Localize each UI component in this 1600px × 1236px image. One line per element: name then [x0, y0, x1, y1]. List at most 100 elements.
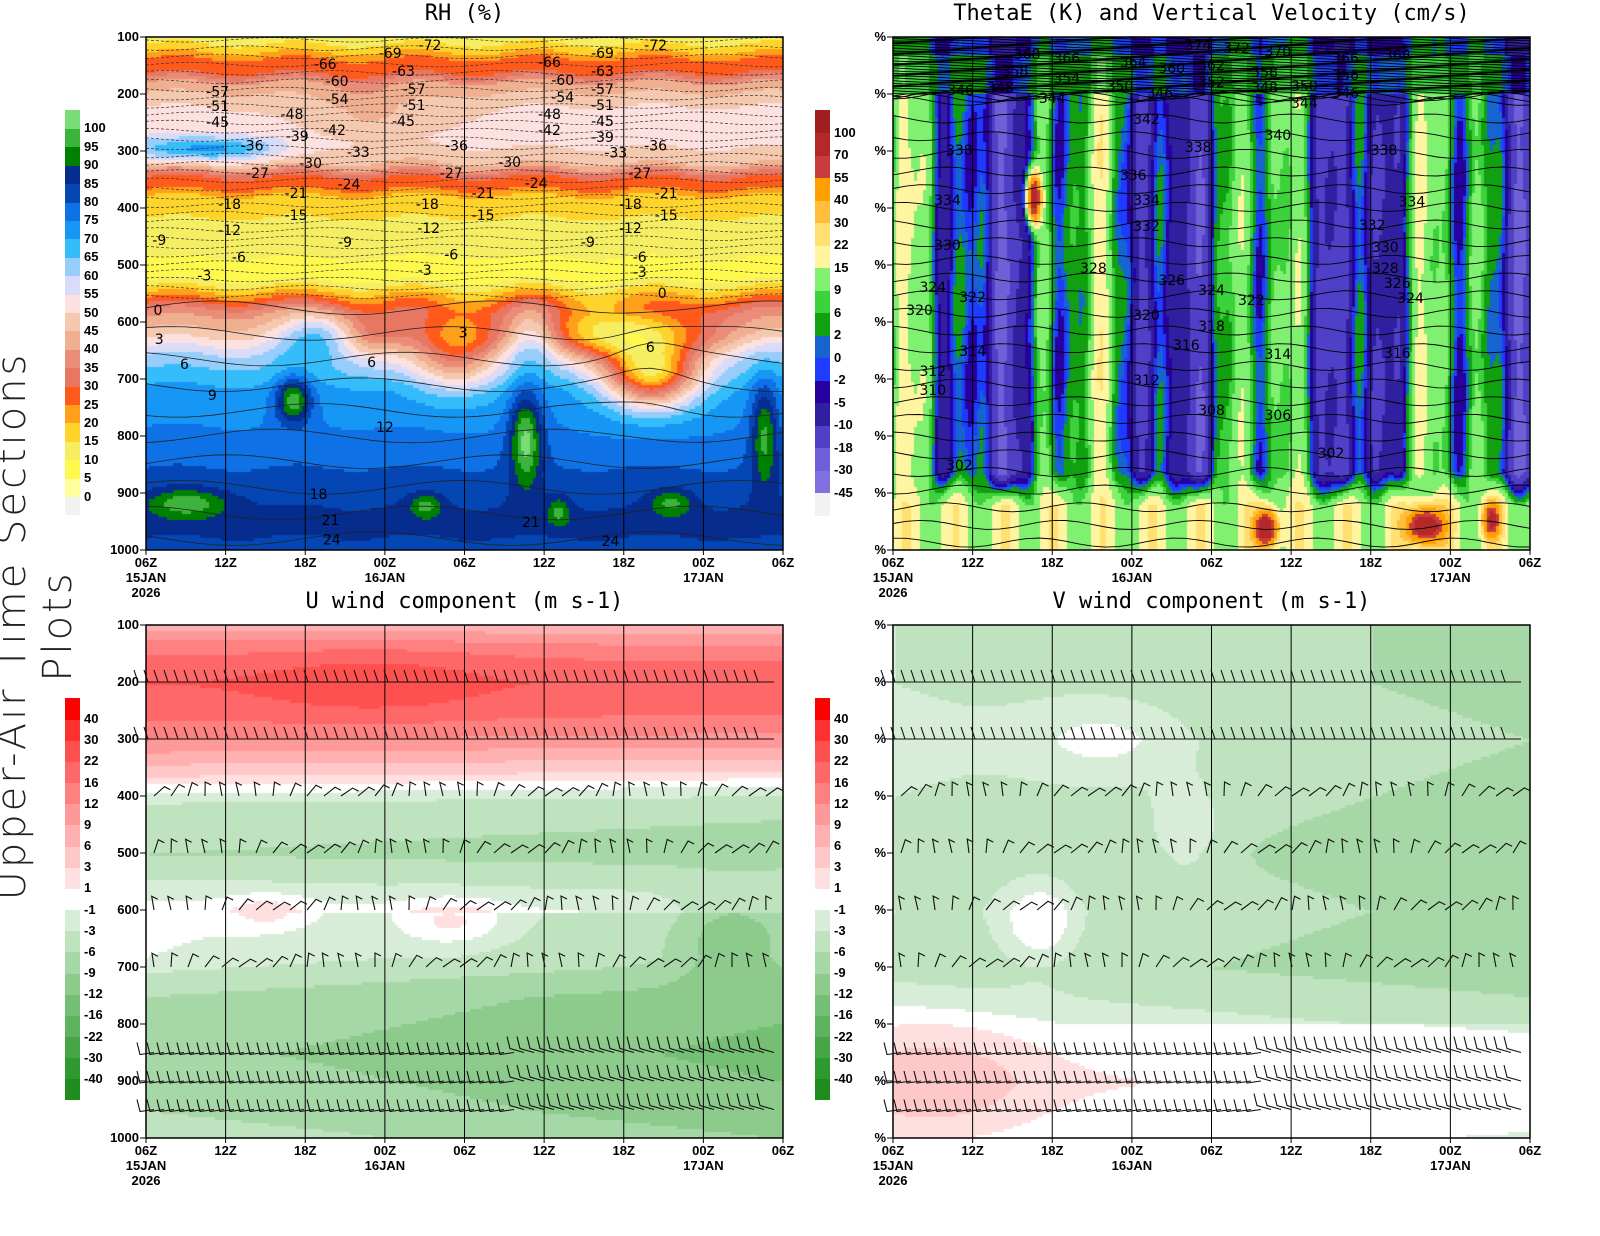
y-tick-label: % — [874, 86, 886, 101]
wind-barb — [990, 669, 1011, 683]
colorbar-label: -2 — [834, 372, 846, 387]
wind-barb — [236, 1042, 255, 1056]
wind-barb — [526, 1036, 545, 1054]
contour-label: 332 — [1133, 219, 1160, 235]
colorbar-label: 9 — [834, 282, 842, 297]
wind-barb — [143, 726, 164, 740]
wind-barb — [1073, 1099, 1092, 1113]
wind-barb — [486, 1099, 505, 1113]
y-tick-label: % — [874, 29, 886, 44]
wind-barb — [272, 901, 291, 911]
wind-barb — [586, 1093, 605, 1111]
wind-barb — [323, 896, 336, 911]
wind-barb — [1040, 726, 1061, 740]
wind-barb — [403, 726, 424, 740]
wind-barb — [934, 953, 947, 968]
contour-label: 312 — [1133, 373, 1160, 389]
wind-barb — [1120, 726, 1141, 740]
wind-barb — [1293, 1093, 1312, 1111]
wind-barb — [153, 786, 171, 797]
colorbar-box — [65, 761, 80, 784]
wind-barb — [1339, 895, 1347, 911]
wind-barb — [714, 952, 726, 968]
wind-barb — [623, 669, 644, 683]
wind-barb — [1390, 781, 1398, 797]
contour-label: -51 — [591, 98, 614, 114]
wind-barb — [951, 895, 960, 911]
wind-barb — [934, 781, 946, 797]
wind-barb — [943, 1070, 962, 1084]
wind-barb — [1480, 669, 1501, 683]
colorbar-box — [815, 994, 830, 1016]
wind-barb — [1083, 1070, 1102, 1084]
colorbar-box — [65, 824, 80, 847]
x-tick-label: 06Z — [453, 555, 476, 570]
contour-label: 320 — [1133, 308, 1160, 324]
contour-label: -9 — [581, 235, 595, 251]
contour-label: 316 — [1173, 338, 1200, 354]
wind-barb — [496, 1099, 515, 1113]
wind-barb — [1163, 1099, 1182, 1113]
wind-barb — [1090, 669, 1111, 683]
wind-barb — [1320, 669, 1341, 683]
y-tick-label: 300 — [117, 143, 139, 158]
wind-barb — [226, 1099, 245, 1113]
wind-barb — [1036, 782, 1049, 797]
wind-barb — [1492, 952, 1500, 968]
wind-barb — [1173, 1042, 1192, 1056]
wind-barb — [951, 781, 959, 797]
wind-barb — [1220, 669, 1241, 683]
wind-barb — [243, 669, 264, 683]
wind-barb — [1478, 785, 1496, 797]
wind-barb — [953, 1099, 972, 1113]
wind-barb — [646, 958, 665, 968]
wind-barb — [546, 1064, 565, 1082]
wind-barb — [1440, 669, 1461, 683]
wind-barb — [406, 1042, 425, 1056]
wind-barb — [374, 784, 390, 797]
wind-barb — [1063, 1042, 1082, 1056]
colorbar-box — [815, 222, 830, 246]
wind-barb — [163, 726, 184, 740]
wind-barb — [1143, 1042, 1162, 1056]
wind-barb — [493, 781, 505, 797]
wind-barb — [1273, 1064, 1292, 1082]
wind-barb — [1427, 901, 1446, 911]
x-tick-label: 18Z — [1359, 555, 1382, 570]
wind-barb — [493, 953, 507, 968]
wind-barb — [1070, 669, 1091, 683]
y-tick-label: 900 — [117, 485, 139, 500]
colorbar-label: 95 — [84, 138, 99, 154]
wind-barb — [1490, 669, 1511, 683]
wind-barb — [316, 1042, 335, 1056]
wind-barb — [923, 1070, 942, 1084]
wind-barb — [1104, 839, 1117, 854]
wind-barb — [1503, 1093, 1522, 1111]
wind-barb — [1100, 669, 1121, 683]
wind-barb — [1223, 956, 1241, 968]
colorbar-label: -9 — [834, 965, 846, 981]
wind-barb — [1325, 784, 1342, 797]
wind-barb — [706, 1064, 725, 1082]
contour-label: -45 — [206, 115, 229, 131]
wind-barb — [323, 669, 344, 683]
wind-barb — [426, 1070, 445, 1084]
y-tick-label: 500 — [117, 845, 139, 860]
wind-barb — [436, 1099, 455, 1113]
wind-barb — [1173, 1099, 1192, 1113]
wind-barb — [1473, 1093, 1492, 1111]
wind-barb — [493, 669, 514, 683]
wind-barb — [1172, 956, 1190, 968]
contour-label: -21 — [655, 186, 678, 202]
contour-label: 312 — [919, 364, 946, 380]
temperature-contour — [145, 219, 784, 225]
wind-barb — [1063, 1099, 1082, 1113]
colorbar-box — [65, 496, 80, 516]
wind-barb — [1090, 726, 1111, 740]
wind-barb — [1130, 669, 1151, 683]
wind-barb — [1003, 1042, 1022, 1056]
wind-barb — [765, 840, 780, 854]
wind-barb — [1000, 726, 1021, 740]
wind-barb — [363, 726, 384, 740]
wind-barb — [238, 958, 257, 968]
